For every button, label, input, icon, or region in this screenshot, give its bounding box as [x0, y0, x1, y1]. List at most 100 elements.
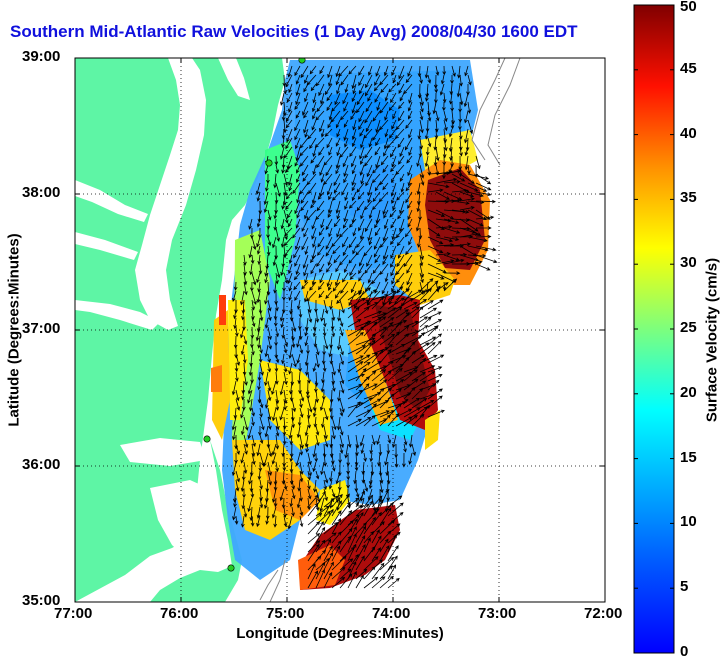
- velocity-arrow: [463, 92, 469, 108]
- velocity-arrow: [395, 263, 405, 276]
- velocity-arrow: [298, 362, 302, 373]
- velocity-arrow: [425, 92, 429, 102]
- velocity-arrow: [294, 290, 301, 301]
- velocity-arrow: [323, 452, 327, 467]
- velocity-arrow: [290, 371, 295, 386]
- velocity-arrow: [363, 566, 376, 580]
- velocity-arrow: [416, 200, 421, 213]
- velocity-arrow: [304, 92, 309, 103]
- velocity-arrow: [356, 92, 365, 106]
- velocity-arrow: [419, 365, 436, 373]
- velocity-arrow: [283, 506, 287, 518]
- velocity-arrow: [342, 155, 349, 168]
- velocity-arrow: [323, 495, 339, 508]
- velocity-arrow: [281, 497, 286, 509]
- velocity-arrow: [233, 407, 238, 420]
- velocity-arrow: [307, 570, 319, 589]
- velocity-arrow: [449, 83, 454, 96]
- velocity-arrow: [427, 285, 441, 301]
- velocity-arrow: [371, 173, 381, 184]
- velocity-arrow: [399, 200, 405, 215]
- velocity-arrow: [451, 188, 469, 193]
- velocity-arrow: [240, 407, 245, 419]
- velocity-arrow: [419, 307, 438, 319]
- velocity-arrow: [403, 378, 419, 391]
- velocity-arrow: [459, 182, 479, 192]
- velocity-arrow: [407, 110, 413, 120]
- velocity-arrow: [340, 281, 349, 294]
- velocity-arrow: [451, 173, 466, 182]
- velocity-arrow: [289, 434, 294, 446]
- velocity-arrow: [403, 341, 416, 355]
- velocity-arrow: [296, 353, 301, 364]
- velocity-arrow: [291, 416, 295, 429]
- velocity-arrow: [403, 302, 418, 310]
- velocity-arrow: [322, 317, 327, 328]
- velocity-arrow: [374, 146, 381, 156]
- velocity-arrow: [475, 234, 492, 239]
- velocity-arrow: [299, 389, 305, 402]
- velocity-arrow: [256, 443, 261, 457]
- velocity-arrow: [351, 191, 357, 202]
- velocity-arrow: [331, 380, 336, 392]
- velocity-arrow: [348, 200, 357, 209]
- colorbar-tick-label: 5: [680, 578, 689, 595]
- velocity-arrow: [371, 316, 387, 328]
- velocity-arrow: [283, 362, 288, 373]
- velocity-arrow: [279, 407, 285, 421]
- velocity-arrow: [354, 290, 365, 309]
- velocity-arrow: [256, 272, 261, 284]
- velocity-arrow: [312, 236, 317, 248]
- velocity-arrow: [248, 245, 253, 259]
- velocity-arrow: [312, 443, 317, 458]
- velocity-arrow: [395, 356, 410, 373]
- velocity-arrow: [318, 83, 325, 97]
- velocity-arrow: [337, 362, 342, 374]
- velocity-arrow: [247, 389, 253, 404]
- velocity-arrow: [331, 308, 336, 322]
- velocity-arrow: [234, 362, 239, 373]
- velocity-arrow: [374, 74, 381, 86]
- velocity-arrow: [383, 137, 389, 150]
- velocity-arrow: [449, 92, 453, 105]
- velocity-arrow: [325, 290, 333, 299]
- velocity-arrow: [347, 401, 361, 418]
- velocity-arrow: [259, 344, 263, 354]
- velocity-arrow: [243, 335, 248, 345]
- velocity-arrow: [323, 425, 328, 440]
- velocity-arrow: [332, 281, 341, 292]
- velocity-arrow: [368, 479, 373, 490]
- velocity-arrow: [331, 362, 336, 376]
- velocity-arrow: [348, 254, 357, 264]
- velocity-arrow: [324, 128, 333, 137]
- velocity-arrow: [464, 128, 469, 144]
- velocity-arrow: [272, 488, 277, 503]
- velocity-arrow: [389, 236, 397, 246]
- pamlico-sound: [150, 480, 222, 562]
- velocity-arrow: [358, 218, 365, 232]
- velocity-arrow: [395, 227, 405, 239]
- velocity-arrow: [427, 74, 432, 84]
- velocity-arrow: [383, 65, 389, 77]
- velocity-arrow: [333, 182, 341, 194]
- velocity-arrow: [323, 407, 329, 421]
- velocity-arrow: [459, 74, 463, 87]
- velocity-arrow: [250, 227, 254, 240]
- velocity-arrow: [371, 434, 376, 446]
- velocity-arrow: [376, 434, 381, 445]
- velocity-arrow: [433, 155, 438, 167]
- velocity-arrow: [273, 317, 278, 327]
- velocity-arrow: [311, 218, 317, 230]
- velocity-arrow: [339, 407, 344, 417]
- velocity-arrow: [419, 336, 437, 346]
- velocity-arrow: [267, 362, 272, 373]
- velocity-arrow: [442, 101, 446, 112]
- velocity-arrow: [283, 344, 288, 354]
- velocity-arrow: [386, 443, 391, 455]
- velocity-arrow: [375, 65, 381, 77]
- velocity-arrow: [442, 146, 447, 159]
- grid-lines: [75, 58, 605, 602]
- velocity-arrow: [371, 369, 387, 382]
- velocity-arrow: [303, 110, 309, 119]
